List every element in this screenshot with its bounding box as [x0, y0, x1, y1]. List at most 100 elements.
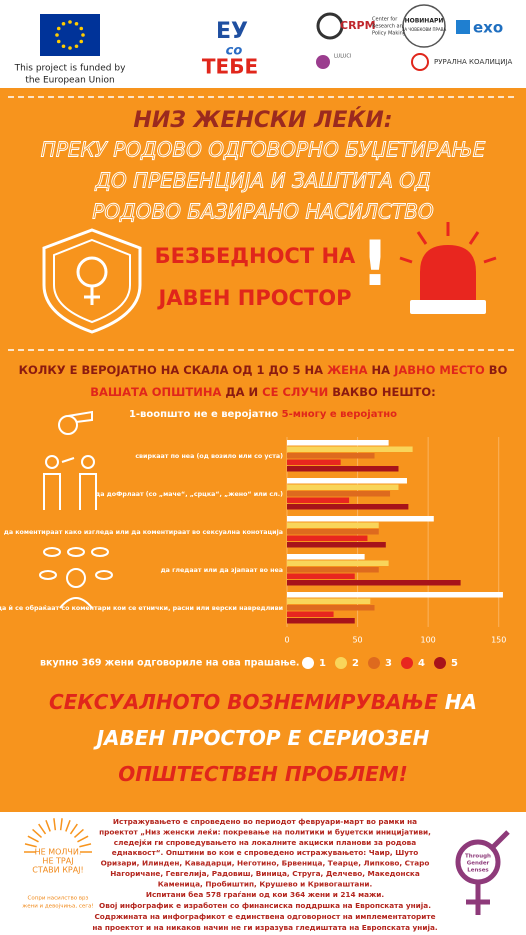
footer-text: Испитани беа 578 граѓани од кои 364 жени…	[146, 890, 385, 899]
people-icon	[43, 455, 97, 510]
bar	[287, 618, 355, 624]
ray	[79, 843, 92, 848]
logo-text: ТЕБЕ	[202, 55, 258, 79]
star	[61, 21, 66, 26]
bar	[287, 453, 375, 459]
star	[68, 46, 72, 50]
bar	[287, 560, 389, 566]
footer	[0, 812, 526, 935]
lenses-text: Lenses	[467, 868, 489, 874]
ray	[38, 823, 47, 835]
lenses-text: Gender	[467, 861, 490, 867]
logo-text: CRPM	[340, 19, 376, 32]
orange-panel	[0, 88, 526, 812]
legend-label: 1	[319, 658, 326, 669]
star	[55, 33, 59, 37]
question-part: НА	[368, 363, 395, 377]
bar	[287, 466, 399, 472]
bar	[287, 522, 379, 528]
x-tick-label: 150	[491, 636, 506, 645]
legend-marker	[434, 657, 446, 669]
footer-text: Содржината на инфографикот е единствена …	[94, 912, 435, 921]
title: НИЗ ЖЕНСКИ ЛЕЌИ:	[133, 107, 392, 133]
conclusion: ОПШТЕСТВЕН ПРОБЛЕМ!	[118, 762, 408, 786]
legend-marker	[368, 657, 380, 669]
bar	[287, 497, 350, 503]
campaign-text: НЕ МОЛЧИ.	[35, 848, 82, 857]
ray	[59, 818, 63, 831]
star	[74, 21, 79, 26]
subtitle: ПРЕКУ РОДОВО ОДГОВОРНО БУЏЕТИРАЊЕ	[41, 138, 486, 162]
x-tick-label: 50	[352, 636, 362, 645]
campaign-logo	[24, 818, 92, 853]
category-label: да доФрлаат (со „маче“, „срцка“, „жено“ …	[95, 491, 283, 498]
subtitle: ДО ПРЕВЕНЦИЈА И ЗАШТИТА ОД	[94, 169, 430, 193]
logo-text: Research and	[372, 24, 406, 30]
footer-text: Истражувањето е спроведено во периодот ф…	[113, 817, 417, 826]
funded-text: the European Union	[25, 76, 114, 86]
conclusion-part: НА	[438, 690, 477, 714]
footer-text: Оризари, Илинден, Кавадарци, Неготино, Б…	[101, 859, 430, 868]
safety-title: БЕЗБЕДНОСТ НА	[155, 244, 356, 268]
legend-label: 4	[418, 658, 425, 669]
bar	[287, 567, 379, 573]
scale-part: 5-многу е веројатно	[282, 408, 398, 420]
eu-stars	[55, 20, 85, 50]
star	[56, 26, 61, 31]
logo-text: НОВИНАРИ	[405, 18, 444, 25]
question-part: ВАКВО НЕШТО:	[328, 385, 436, 399]
scale-part: 1-воопшто не е веројатно	[129, 408, 282, 420]
bar	[287, 611, 334, 617]
question: ВАШАТА ОПШТИНА ДА И СЕ СЛУЧИ ВАКВО НЕШТО…	[90, 385, 436, 399]
category-label: да коментираат како изгледа или да комен…	[4, 528, 283, 536]
legend-label: 5	[451, 658, 458, 669]
bar	[287, 535, 368, 541]
question-part: ЖЕНА	[327, 363, 368, 377]
ray	[45, 819, 51, 832]
footer-text: следејќи ги спроведувањето на локалните …	[114, 838, 416, 847]
legend-label: 3	[385, 658, 392, 669]
logo-mark	[316, 12, 344, 40]
ray	[65, 819, 71, 832]
bar	[287, 478, 407, 484]
question-part: ДА И	[221, 385, 262, 399]
logo-mark	[456, 20, 470, 34]
campaign-sub: жени и девојчиња, сега!	[22, 904, 93, 910]
conclusion-part: ОПШТЕСТВЕН ПРОБЛЕМ!	[118, 762, 408, 786]
logo-text: со	[226, 44, 243, 59]
footer-text: Каменица, Пробиштип, Крушево и Кривогашт…	[158, 879, 373, 888]
footer-text: на проектот и на никаков начин не ги изр…	[92, 923, 438, 932]
eyes-icon	[39, 547, 113, 609]
campaign-text: НЕ ТРАЈ	[42, 857, 73, 866]
star	[79, 39, 84, 44]
bar	[287, 491, 391, 497]
scale: 1-воопшто не е веројатно 5-многу е верој…	[129, 408, 397, 420]
footer-text: еднаквост“. Општини во кои е спроведено …	[112, 848, 418, 857]
lenses-text: Through	[465, 854, 491, 860]
legend-marker	[335, 657, 347, 669]
logo-mark	[316, 55, 330, 69]
bar	[287, 598, 371, 604]
question: КОЛКУ Е ВЕРОЈАТНО НА СКАЛА ОД 1 ДО 5 НА …	[19, 363, 508, 377]
bar	[287, 504, 409, 510]
star	[74, 44, 79, 49]
bar	[287, 529, 379, 535]
ray	[77, 835, 89, 843]
question-part: ВАШАТА ОПШТИНА	[90, 385, 221, 399]
bar	[287, 484, 399, 490]
bar	[287, 516, 434, 522]
conclusion-part: ЈАВЕН ПРОСТОР Е СЕРИОЗЕН	[93, 726, 430, 750]
logo-mark	[402, 4, 446, 48]
subtitle: РОДОВО БАЗИРАНО НАСИЛСТВО	[92, 200, 433, 224]
x-tick-label: 0	[284, 636, 289, 645]
safety-title: ЈАВЕН ПРОСТОР	[156, 286, 351, 310]
bar	[287, 440, 389, 446]
logo-text: Policy Making	[372, 31, 406, 37]
alarm-icon	[399, 222, 497, 314]
legend-marker	[401, 657, 413, 669]
ray	[24, 843, 37, 848]
bar	[287, 573, 355, 579]
gender-logo	[455, 830, 510, 915]
funded-text: This project is funded by	[14, 64, 127, 74]
